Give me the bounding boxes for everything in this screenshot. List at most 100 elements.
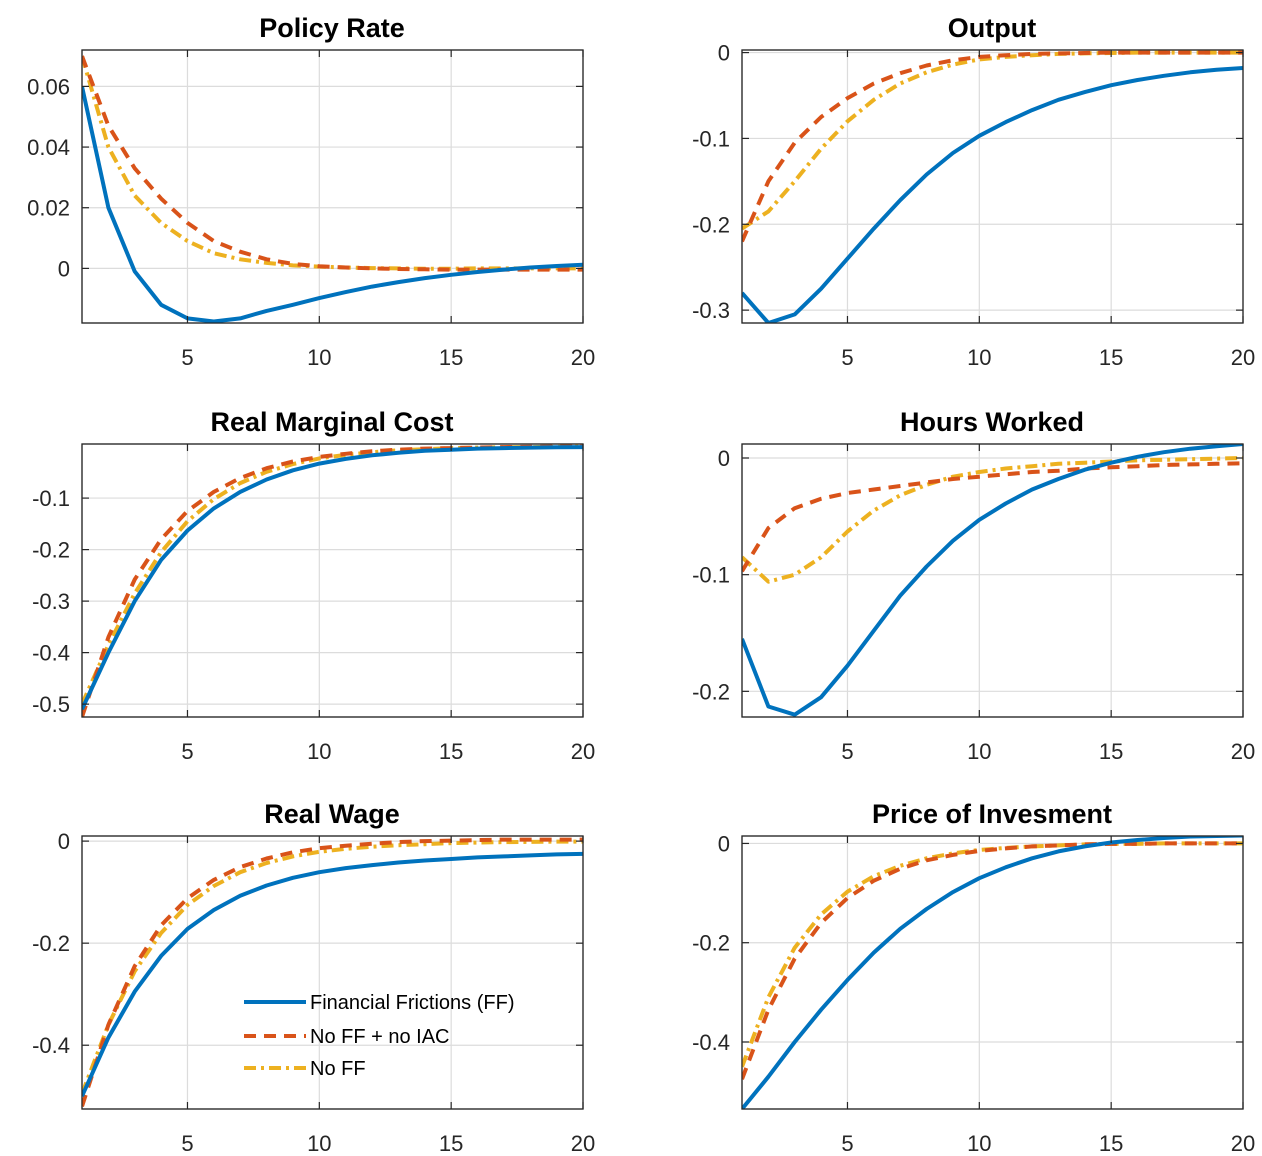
x-tick-label: 10 — [307, 739, 331, 764]
plot-frame — [81, 443, 584, 718]
y-tick-label: -0.2 — [692, 931, 730, 956]
panel-title: Real Wage — [264, 799, 400, 829]
plot-area — [81, 835, 584, 1110]
series-line-ff — [82, 851, 583, 1098]
y-tick-labels: -0.4 -0.2 0 — [692, 831, 730, 1055]
plot-frame — [81, 835, 584, 1110]
x-tick-label: 20 — [571, 1131, 595, 1156]
panel-real-wage: Real Wage 5 10 15 20 -0.4 -0.2 0 Financial Fr… — [32, 799, 595, 1156]
y-tick-labels: -0.2 -0.1 0 — [692, 446, 730, 704]
panel-title: Policy Rate — [259, 13, 405, 43]
panel-real-marginal-cost: Real Marginal Cost 5 10 15 20 -0.5-0.4-0.3-… — [32, 407, 595, 764]
series-lines — [82, 444, 583, 717]
x-tick-label: 5 — [841, 1131, 853, 1156]
legend: Financial Frictions (FF) No FF + no IAC … — [244, 992, 514, 1080]
x-tick-label: 5 — [181, 739, 193, 764]
panel-output: Output 5 10 15 20 -0.3 -0.2 -0.1 0 — [692, 13, 1255, 370]
y-tick-labels: 0 0.02 0.04 0.06 — [27, 74, 70, 281]
legend-label-ff: Financial Frictions (FF) — [310, 992, 514, 1014]
tick-marks — [82, 444, 584, 717]
y-tick-label: -0.5 — [32, 692, 70, 717]
plot-area — [81, 49, 584, 324]
y-tick-label: 0 — [718, 41, 730, 66]
grid-lines — [742, 50, 1244, 323]
x-tick-labels: 5 10 15 20 — [181, 345, 595, 370]
x-tick-label: 15 — [439, 345, 463, 370]
plot-frame — [741, 49, 1244, 324]
y-tick-label: 0.02 — [27, 196, 70, 221]
plot-frame — [81, 49, 584, 324]
x-tick-label: 10 — [307, 345, 331, 370]
x-tick-labels: 5 10 15 20 — [181, 739, 595, 764]
series-line-ff — [82, 445, 583, 711]
y-tick-label: 0 — [58, 256, 70, 281]
x-tick-label: 10 — [967, 345, 991, 370]
panel-title: Hours Worked — [900, 407, 1084, 437]
y-tick-label: 0.04 — [27, 135, 70, 160]
x-tick-label: 10 — [307, 1131, 331, 1156]
series-line-noff-noiac — [742, 461, 1243, 573]
x-tick-labels: 5 10 15 20 — [841, 1131, 1255, 1156]
series-line-ff — [82, 85, 583, 323]
series-lines — [742, 836, 1243, 1109]
panel-title: Price of Invesment — [872, 799, 1112, 829]
y-tick-label: -0.2 — [692, 212, 730, 237]
x-tick-label: 15 — [1099, 739, 1123, 764]
y-tick-label: -0.4 — [32, 1033, 70, 1058]
y-tick-label: 0 — [718, 446, 730, 471]
grid-lines — [82, 444, 584, 717]
x-tick-label: 5 — [181, 345, 193, 370]
panel-title: Real Marginal Cost — [210, 407, 453, 437]
x-tick-labels: 5 10 15 20 — [181, 1131, 595, 1156]
tick-marks — [82, 836, 584, 1109]
x-tick-label: 20 — [571, 345, 595, 370]
series-line-noff — [742, 456, 1243, 584]
series-line-noff-noiac — [742, 841, 1243, 1080]
y-tick-label: 0 — [58, 829, 70, 854]
legend-label-noff: No FF — [310, 1058, 366, 1080]
panel-hours-worked: Hours Worked 5 10 15 20 -0.2 -0.1 0 — [692, 407, 1255, 764]
y-tick-label: -0.4 — [32, 641, 70, 666]
y-tick-labels: -0.3 -0.2 -0.1 0 — [692, 41, 730, 324]
series-line-ff — [742, 66, 1243, 323]
panel-policy-rate: Policy Rate 5 10 15 20 0 0.02 0.04 0.06 — [27, 13, 595, 370]
series-lines — [82, 837, 583, 1108]
series-line-noff-noiac — [82, 444, 583, 717]
series-lines — [742, 50, 1243, 323]
panel-price-of-invesment: Price of Invesment 5 10 15 20 -0.4 -0.2 0 — [692, 799, 1255, 1156]
plot-area — [741, 49, 1244, 324]
tick-marks — [742, 444, 1244, 717]
series-line-noff-noiac — [82, 837, 583, 1108]
y-tick-label: -0.1 — [692, 126, 730, 151]
series-line-noff — [82, 444, 583, 705]
y-tick-labels: -0.5 -0.4 -0.3 -0.2 -0.1 — [32, 486, 70, 717]
tick-marks — [82, 50, 584, 323]
y-tick-label: -0.2 — [32, 538, 70, 563]
y-tick-label: 0 — [718, 831, 730, 856]
x-tick-labels: 5 10 15 20 — [841, 345, 1255, 370]
y-tick-label: -0.4 — [692, 1030, 730, 1055]
y-tick-label: -0.3 — [692, 298, 730, 323]
y-tick-labels: -0.4 -0.2 0 — [32, 829, 70, 1058]
series-lines — [82, 55, 583, 323]
x-tick-label: 20 — [1231, 739, 1255, 764]
y-tick-label: -0.2 — [32, 931, 70, 956]
x-tick-label: 15 — [1099, 1131, 1123, 1156]
series-lines — [742, 444, 1243, 717]
tick-marks — [742, 836, 1244, 1109]
series-line-noff — [82, 839, 583, 1095]
x-tick-label: 5 — [841, 739, 853, 764]
plot-area — [741, 835, 1244, 1110]
x-tick-label: 15 — [439, 739, 463, 764]
y-tick-label: 0.06 — [27, 74, 70, 99]
x-tick-label: 20 — [571, 739, 595, 764]
y-tick-label: -0.2 — [692, 679, 730, 704]
x-tick-label: 5 — [841, 345, 853, 370]
y-tick-label: -0.1 — [32, 486, 70, 511]
plot-frame — [741, 835, 1244, 1110]
x-tick-label: 20 — [1231, 345, 1255, 370]
y-tick-label: -0.3 — [32, 589, 70, 614]
plot-area — [81, 443, 584, 718]
x-tick-label: 10 — [967, 739, 991, 764]
